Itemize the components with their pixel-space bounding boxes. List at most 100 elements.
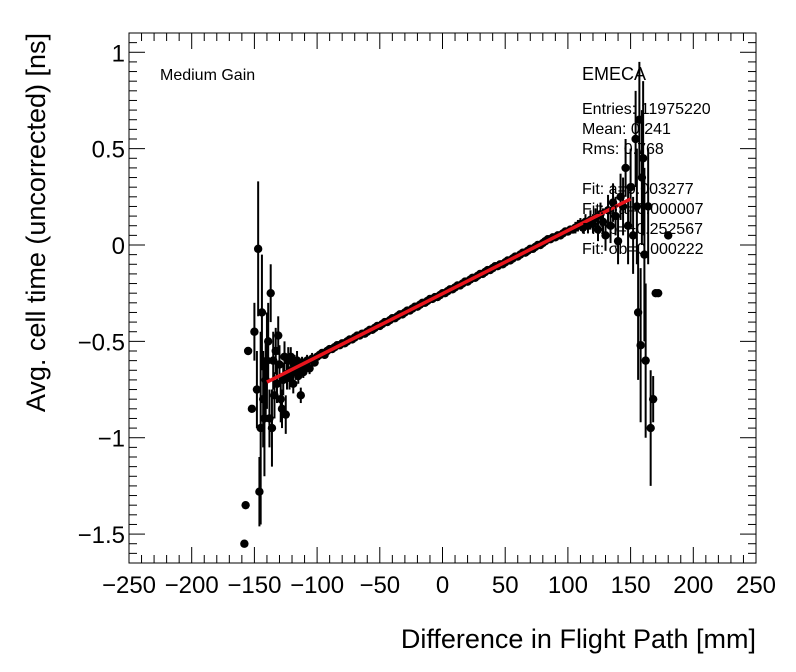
x-tick-label: −50 bbox=[359, 572, 400, 599]
data-point bbox=[643, 148, 653, 265]
marker bbox=[638, 154, 648, 163]
data-point bbox=[631, 90, 640, 188]
data-point bbox=[274, 316, 283, 355]
y-axis-title: Avg. cell time (uncorrected) [ns] bbox=[21, 33, 51, 412]
marker bbox=[274, 331, 283, 340]
marker bbox=[255, 487, 264, 496]
marker bbox=[263, 337, 273, 346]
marker bbox=[247, 404, 257, 414]
marker bbox=[648, 394, 658, 404]
y-tick-label: 0.5 bbox=[92, 137, 125, 164]
data-point bbox=[601, 219, 610, 251]
stats-box: Entries: 11975220 Mean: 0.241 Rms: 0.768… bbox=[582, 101, 711, 258]
data-point bbox=[253, 181, 263, 317]
data-point bbox=[613, 218, 623, 265]
marker bbox=[305, 364, 314, 373]
x-tick-labels: −250 −200 −150 −100 −50 0 50 100 150 200 250 bbox=[102, 572, 776, 599]
fit-layer bbox=[266, 197, 632, 384]
data-point bbox=[664, 231, 673, 240]
marker bbox=[243, 346, 253, 356]
x-tick-label: −250 bbox=[102, 572, 156, 599]
y-tick-label: −1.5 bbox=[78, 522, 125, 549]
y-tick-label: −1 bbox=[98, 426, 125, 453]
data-point bbox=[296, 387, 305, 404]
stats-fit-sigma-a: Fit: σa=0.000007 bbox=[582, 201, 704, 218]
x-tick-label: −200 bbox=[165, 572, 219, 599]
x-tick-label: −150 bbox=[227, 572, 281, 599]
stats-fit-a: Fit: a=0.003277 bbox=[582, 181, 694, 198]
data-point bbox=[646, 370, 655, 486]
data-point bbox=[653, 288, 663, 298]
data-point bbox=[632, 148, 642, 265]
marker bbox=[613, 236, 623, 246]
marker bbox=[664, 231, 673, 240]
data-point bbox=[266, 264, 275, 323]
x-tick-label: 200 bbox=[673, 572, 713, 599]
data-point bbox=[648, 376, 658, 423]
x-tick-label: −100 bbox=[290, 572, 344, 599]
marker bbox=[252, 385, 262, 394]
marker bbox=[632, 202, 642, 211]
stats-fit-b: Fit: b=−0.252567 bbox=[582, 221, 703, 238]
marker bbox=[276, 394, 285, 404]
marker bbox=[281, 410, 290, 419]
data-point bbox=[252, 351, 262, 429]
marker bbox=[296, 391, 305, 400]
data-point bbox=[241, 500, 250, 510]
stats-entries: Entries: 11975220 bbox=[582, 101, 711, 118]
y-tick-label: 1 bbox=[112, 40, 125, 67]
data-point bbox=[281, 395, 290, 434]
axis-ticks bbox=[128, 32, 757, 564]
x-tick-label: 250 bbox=[736, 572, 776, 599]
y-tick-label: 0 bbox=[112, 233, 125, 260]
data-point bbox=[240, 539, 249, 548]
data-point bbox=[305, 362, 314, 375]
marker bbox=[646, 423, 655, 433]
data-point bbox=[640, 167, 649, 342]
data-point bbox=[606, 208, 615, 244]
data-point bbox=[243, 346, 253, 356]
marker bbox=[275, 360, 284, 369]
fit-line bbox=[266, 197, 632, 384]
data-point bbox=[593, 218, 603, 242]
marker bbox=[253, 244, 263, 254]
marker bbox=[643, 202, 653, 211]
data-point bbox=[267, 389, 277, 467]
marker bbox=[641, 356, 650, 365]
marker bbox=[593, 225, 603, 234]
marker bbox=[626, 182, 635, 192]
x-tick-label: 50 bbox=[492, 572, 519, 599]
region-label: EMECA bbox=[582, 64, 646, 84]
data-point bbox=[257, 254, 267, 371]
data-point bbox=[638, 81, 648, 236]
marker bbox=[601, 231, 610, 240]
x-tick-label: 0 bbox=[436, 572, 449, 599]
stats-rms: Rms: 0.768 bbox=[582, 141, 664, 158]
data-point bbox=[621, 139, 630, 197]
stats-fit-sigma-b: Fit: σb=0.000222 bbox=[582, 241, 704, 258]
marker bbox=[628, 231, 638, 240]
marker bbox=[631, 134, 640, 144]
y-tick-label: −0.5 bbox=[78, 329, 125, 356]
marker bbox=[653, 288, 663, 298]
marker bbox=[266, 288, 275, 298]
marker bbox=[257, 308, 267, 317]
marker bbox=[240, 539, 249, 548]
stats-mean: Mean: 0.241 bbox=[582, 121, 671, 138]
data-point bbox=[247, 404, 257, 414]
data-point bbox=[636, 268, 645, 423]
gain-label: Medium Gain bbox=[160, 67, 255, 84]
marker bbox=[640, 250, 649, 259]
marker bbox=[606, 221, 615, 230]
data-point bbox=[641, 283, 650, 438]
data-point bbox=[628, 196, 638, 274]
x-tick-label: 150 bbox=[611, 572, 651, 599]
data-point bbox=[263, 302, 273, 380]
marker bbox=[621, 163, 630, 173]
data-point bbox=[250, 302, 259, 361]
marker bbox=[289, 379, 298, 388]
data-point bbox=[289, 374, 298, 394]
marker bbox=[636, 341, 645, 350]
